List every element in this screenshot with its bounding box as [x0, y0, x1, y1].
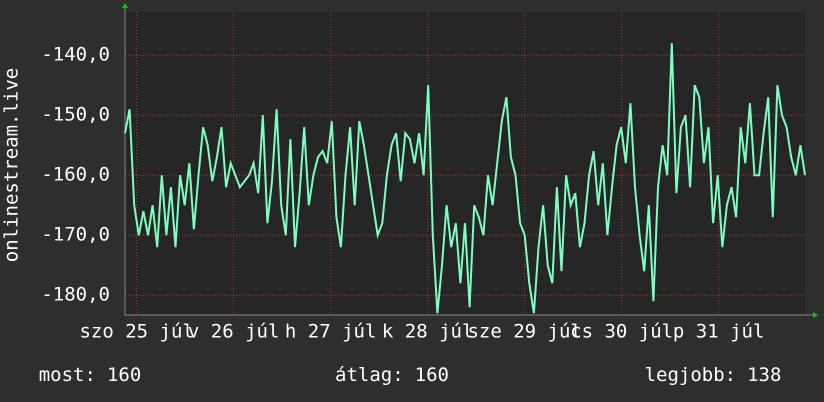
x-tick-label: v 26 júl	[188, 321, 280, 343]
y-tick-label: -180,0	[41, 284, 110, 306]
y-axis-label: onlinestream.live	[1, 68, 23, 262]
footer-label: legjobb:	[645, 364, 737, 386]
y-tick-label: -160,0	[41, 164, 110, 186]
x-tick-label: p 31 júl	[673, 321, 765, 343]
footer-value: 138	[747, 364, 781, 386]
footer-label: most:	[39, 364, 96, 386]
x-tick-label: k 28 júl	[382, 321, 474, 343]
plot-area	[125, 12, 805, 315]
x-tick-label: sze 29 júl	[467, 321, 581, 343]
axis-arrow	[813, 312, 818, 318]
y-tick-label: -170,0	[41, 224, 110, 246]
axis-arrow	[122, 3, 128, 8]
footer-value: 160	[107, 364, 141, 386]
footer-stat: legjobb: 138	[645, 364, 782, 386]
data-line	[124, 43, 806, 314]
footer-value: 160	[415, 364, 449, 386]
x-tick-label: cs 30 júl	[570, 321, 673, 343]
y-tick-label: -140,0	[41, 44, 110, 66]
y-tick-label: -150,0	[41, 104, 110, 126]
footer-stat: most: 160	[39, 364, 142, 386]
footer-label: átlag:	[335, 364, 404, 386]
footer-stat: átlag: 160	[335, 364, 449, 386]
x-tick-label: h 27 júl	[285, 321, 377, 343]
x-tick-label: szo 25 júl	[79, 321, 193, 343]
